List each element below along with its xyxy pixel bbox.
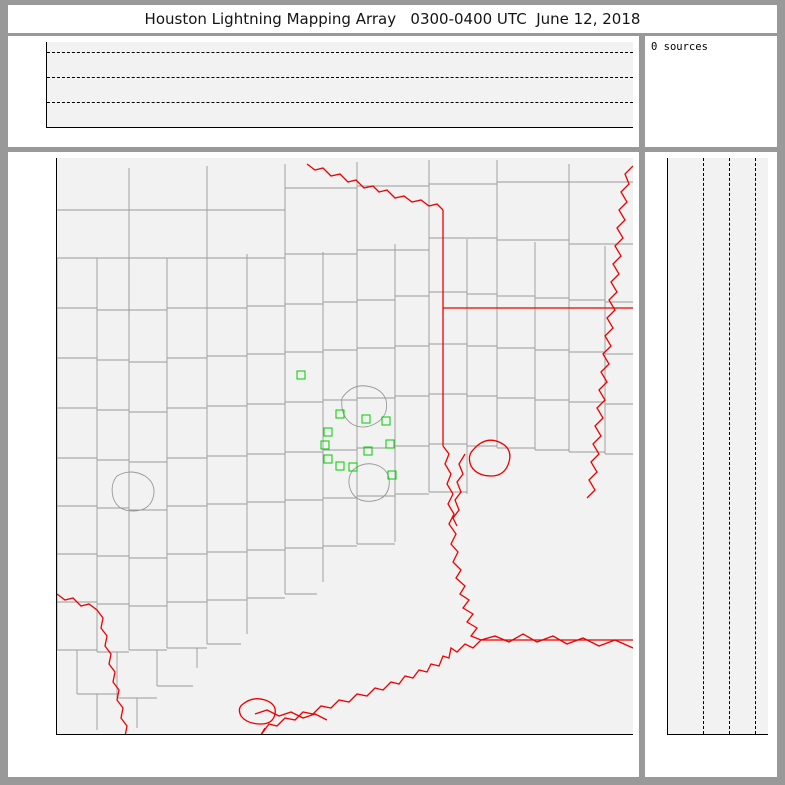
lma-station-marker xyxy=(388,471,397,480)
time-height-x-tickmark xyxy=(152,127,153,128)
plan-view-y-tickmark xyxy=(56,242,57,243)
height-histogram-y-tickmark xyxy=(667,566,668,567)
time-height-y-tickmark xyxy=(46,52,47,53)
lma-station-marker xyxy=(320,440,329,449)
height-histogram-y-tickmark xyxy=(667,695,668,696)
plan-view-plot-area[interactable]: 400.0300.0200.0100.00-100.0-200.0-300.0-… xyxy=(56,158,633,735)
lma-station-marker xyxy=(362,415,371,424)
height-histogram-y-tickmark xyxy=(667,630,668,631)
plan-view-x-tickmark xyxy=(96,734,97,735)
gridline-horizontal xyxy=(47,77,633,78)
time-height-x-tickmark xyxy=(547,127,548,128)
plan-view-y-tickmark xyxy=(56,566,57,567)
time-height-x-tickmark xyxy=(416,127,417,128)
plan-view-x-tickmark xyxy=(355,734,356,735)
time-height-plot-area[interactable]: 05.010.015.0 -400.0-300.0-200.0-100.0010… xyxy=(46,42,633,128)
lma-station-marker xyxy=(336,410,345,419)
height-histogram-y-tickmark xyxy=(667,436,668,437)
gridline-vertical xyxy=(703,158,704,734)
plan-view-x-tickmark xyxy=(419,734,420,735)
lma-station-marker xyxy=(382,417,391,426)
plan-view-x-tickmark xyxy=(549,734,550,735)
gridline-horizontal xyxy=(47,52,633,53)
plan-view-x-tickmark xyxy=(290,734,291,735)
plan-view-y-tickmark xyxy=(56,307,57,308)
window-title-bar: Houston Lightning Mapping Array 0300-040… xyxy=(8,5,777,33)
time-height-y-tickmark xyxy=(46,102,47,103)
lma-station-marker xyxy=(385,440,394,449)
lma-station-marker xyxy=(335,462,344,471)
plan-view-y-tickmark xyxy=(56,177,57,178)
time-height-x-tickmark xyxy=(87,127,88,128)
lma-station-markers xyxy=(57,158,633,734)
plan-view-y-tickmark xyxy=(56,501,57,502)
sources-info-panel: 0 sources xyxy=(645,36,777,147)
plan-view-x-tickmark xyxy=(225,734,226,735)
height-histogram-x-tickmark xyxy=(676,734,677,735)
lma-application-window: Houston Lightning Mapping Array 0300-040… xyxy=(0,0,785,785)
plan-view-y-tickmark xyxy=(56,695,57,696)
time-height-panel[interactable]: 05.010.015.0 -400.0-300.0-200.0-100.0010… xyxy=(8,36,639,147)
lma-station-marker xyxy=(323,454,332,463)
time-height-y-tickmark xyxy=(46,77,47,78)
gridline-vertical xyxy=(729,158,730,734)
plan-view-y-tickmark xyxy=(56,372,57,373)
lma-station-marker xyxy=(296,370,305,379)
height-histogram-x-tickmark xyxy=(729,734,730,735)
height-histogram-x-tickmark xyxy=(703,734,704,735)
plan-view-y-tickmark xyxy=(56,630,57,631)
lma-station-marker xyxy=(363,446,372,455)
height-histogram-panel[interactable]: 400.0300.0200.0100.00-100.0-200.0-300.0-… xyxy=(645,152,777,777)
plan-view-y-tickmark xyxy=(56,436,57,437)
plan-view-x-tickmark xyxy=(614,734,615,735)
time-height-x-tickmark xyxy=(482,127,483,128)
plan-view-x-tickmark xyxy=(161,734,162,735)
time-height-y-tickmark xyxy=(46,127,47,128)
sources-count-label: 0 sources xyxy=(651,41,708,53)
plan-view-x-tickmark xyxy=(484,734,485,735)
time-height-x-tickmark xyxy=(350,127,351,128)
time-height-x-tickmark xyxy=(613,127,614,128)
height-histogram-y-tickmark xyxy=(667,307,668,308)
time-height-x-tickmark xyxy=(218,127,219,128)
height-histogram-plot-area[interactable]: 400.0300.0200.0100.00-100.0-200.0-300.0-… xyxy=(667,158,768,735)
height-histogram-y-tickmark xyxy=(667,242,668,243)
time-height-x-tickmark xyxy=(284,127,285,128)
page-title: Houston Lightning Mapping Array 0300-040… xyxy=(145,10,641,28)
height-histogram-y-tickmark xyxy=(667,372,668,373)
height-histogram-y-tickmark xyxy=(667,501,668,502)
height-histogram-y-tickmark xyxy=(667,177,668,178)
gridline-horizontal xyxy=(47,102,633,103)
gridline-vertical xyxy=(755,158,756,734)
height-histogram-x-tickmark xyxy=(755,734,756,735)
plan-view-map-panel[interactable]: 400.0300.0200.0100.00-100.0-200.0-300.0-… xyxy=(8,152,639,777)
lma-station-marker xyxy=(349,463,358,472)
lma-station-marker xyxy=(324,427,333,436)
